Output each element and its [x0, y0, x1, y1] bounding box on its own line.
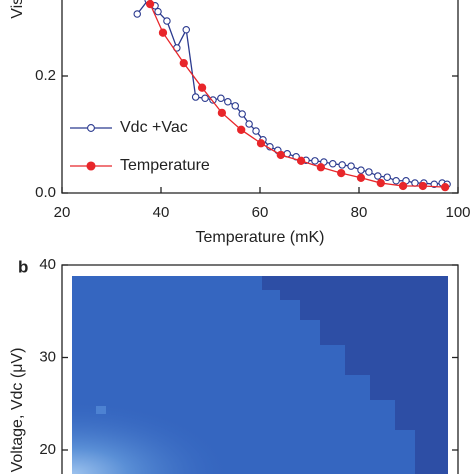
data-point	[329, 160, 337, 168]
y-tick-label: 0.2	[35, 67, 56, 84]
data-point	[296, 156, 306, 165]
y-tick-label: 0.0	[35, 184, 56, 201]
series-line	[149, 3, 446, 188]
data-point	[133, 10, 141, 18]
heatmap-cell	[96, 406, 106, 414]
data-point	[276, 150, 285, 160]
data-point	[217, 94, 225, 102]
data-point	[182, 26, 190, 34]
legend-label: Vdc +Vac	[120, 119, 188, 136]
data-point	[398, 181, 408, 191]
data-point	[252, 127, 260, 135]
data-point	[347, 162, 355, 170]
y-tick-label: 40	[39, 256, 56, 273]
data-point	[231, 102, 240, 110]
heatmap	[72, 276, 448, 474]
data-point	[209, 96, 217, 104]
data-point	[158, 28, 168, 37]
data-point	[224, 97, 232, 106]
data-point	[245, 120, 253, 128]
data-point	[411, 179, 419, 187]
data-point	[383, 173, 391, 181]
data-point	[337, 168, 346, 178]
x-axis-label: Temperature (mK)	[196, 229, 325, 246]
data-point	[201, 94, 209, 102]
x-tick-label: 80	[351, 204, 368, 221]
x-tick-label: 40	[153, 204, 170, 221]
data-point	[179, 58, 188, 68]
data-point	[430, 180, 438, 188]
data-point	[163, 17, 171, 25]
data-point	[374, 172, 382, 180]
data-point	[256, 139, 266, 148]
data-point	[365, 168, 373, 176]
legend-marker	[86, 161, 96, 171]
data-point	[154, 7, 162, 16]
data-point	[311, 157, 319, 165]
data-point	[197, 83, 207, 92]
axis-frame	[61, 264, 459, 474]
x-tick-label: 20	[54, 204, 71, 221]
data-point	[356, 173, 366, 182]
panel-label: b	[18, 257, 28, 276]
legend-label: Temperature	[120, 157, 210, 174]
data-point	[440, 182, 450, 192]
data-point	[237, 125, 246, 134]
y-tick-label: 30	[39, 348, 56, 365]
data-point	[238, 110, 246, 118]
data-point	[338, 161, 346, 169]
data-point	[191, 93, 200, 101]
data-point	[217, 108, 227, 118]
data-point	[145, 0, 155, 9]
data-point	[316, 163, 326, 172]
data-point	[418, 181, 428, 191]
x-tick-label: 100	[445, 204, 470, 221]
data-point	[357, 166, 365, 174]
x-tick-label: 60	[252, 204, 269, 221]
y-axis-label: Visibility	[9, 0, 26, 19]
heatmap-region	[262, 276, 448, 474]
data-point	[376, 178, 385, 188]
data-point	[392, 176, 400, 185]
y-axis-label: Voltage, Vdc (μV)	[9, 348, 26, 473]
legend-marker	[87, 124, 95, 132]
y-tick-label: 20	[39, 441, 56, 458]
